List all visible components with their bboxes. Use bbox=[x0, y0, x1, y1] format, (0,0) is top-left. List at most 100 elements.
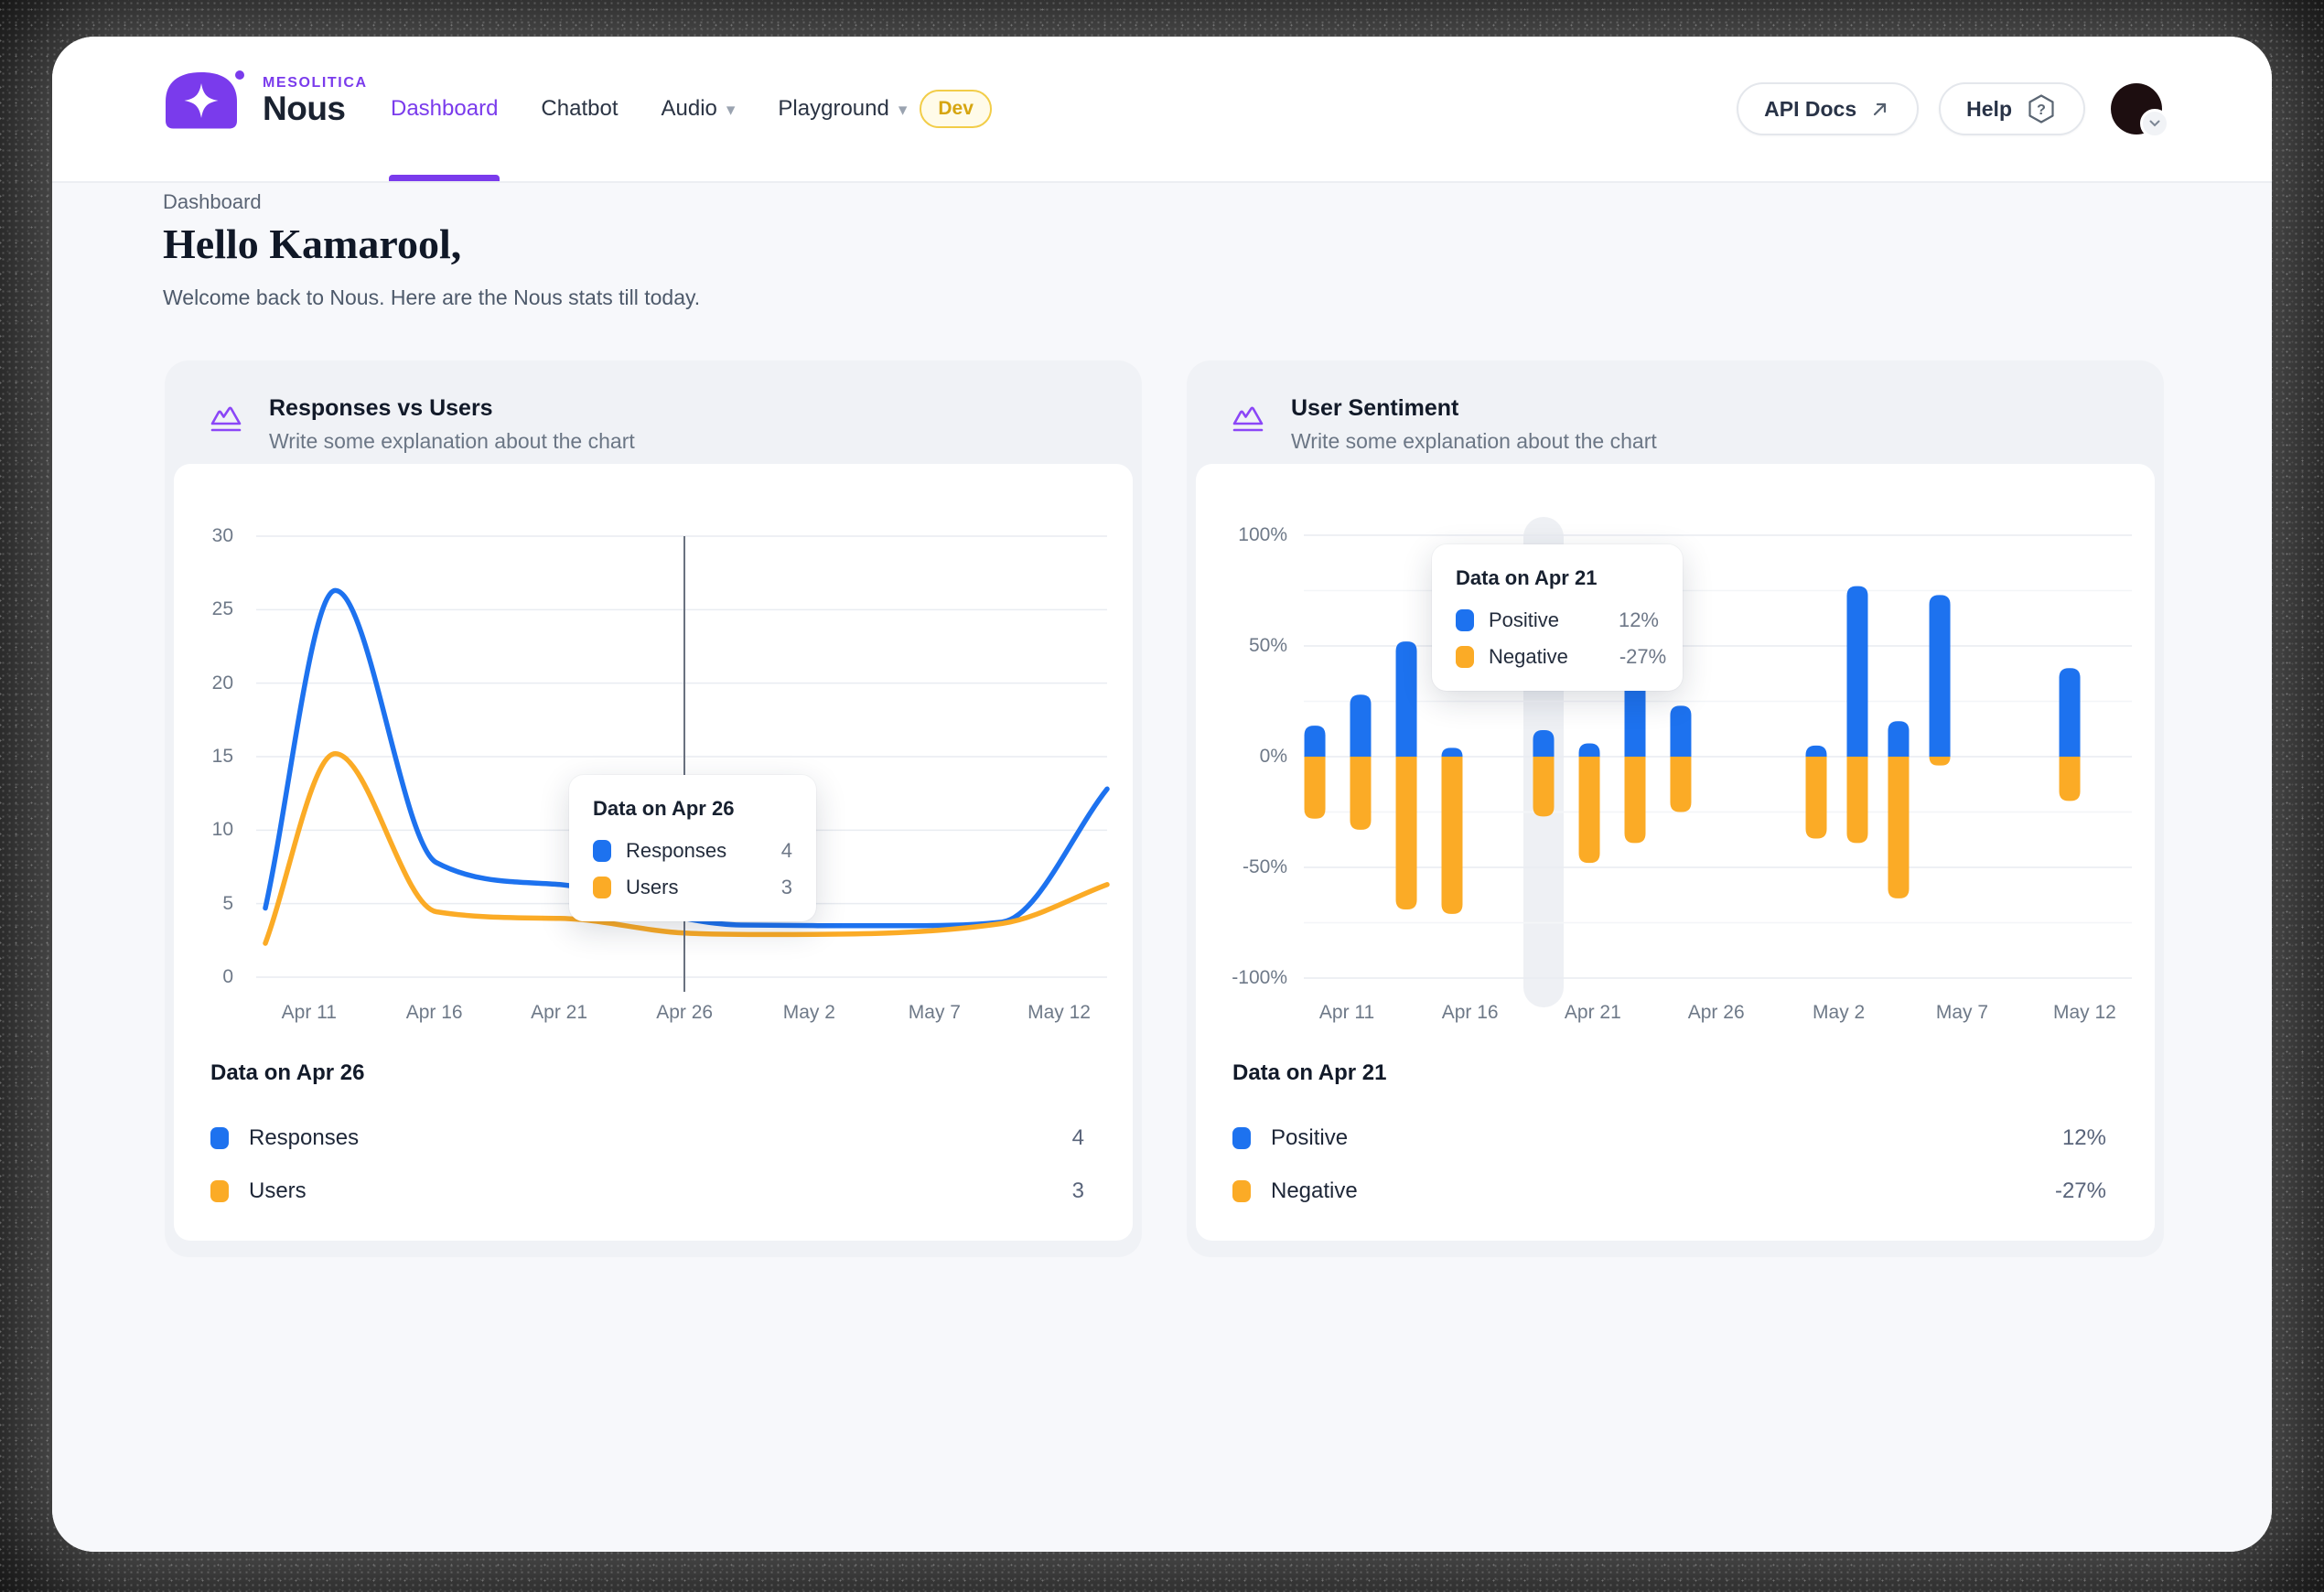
bar-chart-tooltip: Data on Apr 21 Positive 12% Negative -27… bbox=[1432, 544, 1683, 691]
tooltip-row: Responses 4 bbox=[593, 839, 792, 863]
users-legend-swatch bbox=[593, 877, 611, 898]
nous-logo-icon bbox=[166, 70, 244, 129]
responses-legend-swatch bbox=[593, 840, 611, 862]
positive-legend-swatch bbox=[1232, 1127, 1251, 1149]
legend-label: Negative bbox=[1271, 1178, 1358, 1203]
users-legend-swatch bbox=[210, 1180, 229, 1202]
x-tick-label: Apr 26 bbox=[656, 1002, 714, 1023]
tooltip-series-value: 4 bbox=[780, 839, 792, 862]
nav-tab-audio[interactable]: Audio ▾ bbox=[661, 37, 735, 181]
tooltip-row: Users 3 bbox=[593, 876, 792, 899]
brand-product-name: Nous bbox=[263, 89, 346, 127]
legend-value: -27% bbox=[2054, 1178, 2106, 1203]
user-avatar[interactable] bbox=[2111, 83, 2169, 138]
nav-tab-label: Playground bbox=[778, 96, 889, 121]
brand-company-name: MESOLITICA bbox=[263, 74, 368, 91]
legend-value: 3 bbox=[1071, 1178, 1084, 1203]
nav-tab-playground[interactable]: Playground ▾ Dev bbox=[778, 37, 992, 181]
nav-tab-label: Dashboard bbox=[391, 96, 499, 121]
y-tick-label: -50% bbox=[1242, 856, 1287, 877]
y-tick-label: 50% bbox=[1248, 635, 1287, 656]
chevron-down-icon: ▾ bbox=[898, 100, 908, 120]
tooltip-series-label: Positive bbox=[1489, 608, 1560, 631]
bar-negative bbox=[1846, 757, 1868, 844]
tooltip-title: Data on Apr 26 bbox=[593, 797, 735, 820]
chart-title: User Sentiment bbox=[1291, 395, 1459, 421]
line-chart-panel[interactable]: Data on Apr 26 Responses 4 Users 3 Data … bbox=[174, 464, 1133, 1241]
y-tick-label: 30 bbox=[211, 525, 233, 546]
bar-positive bbox=[1929, 595, 1951, 757]
page-subtitle: Welcome back to Nous. Here are the Nous … bbox=[163, 285, 701, 309]
external-link-icon bbox=[1874, 102, 1887, 116]
bar-positive bbox=[1395, 641, 1417, 757]
y-tick-label: 0% bbox=[1259, 746, 1287, 767]
x-tick-label: Apr 16 bbox=[1441, 1002, 1499, 1023]
bar-negative bbox=[2059, 757, 2081, 801]
legend-row-negative: Negative -27% bbox=[1232, 1165, 2106, 1218]
tooltip-title: Data on Apr 21 bbox=[1456, 566, 1598, 589]
bar-positive bbox=[2059, 668, 2081, 757]
legend-row-positive: Positive 12% bbox=[1232, 1112, 2106, 1165]
dashboard-content: Dashboard Hello Kamarool, Welcome back t… bbox=[52, 183, 2272, 1552]
y-tick-label: 15 bbox=[211, 746, 233, 767]
legend-label: Users bbox=[249, 1178, 307, 1203]
negative-legend-swatch bbox=[1456, 646, 1474, 668]
tooltip-series-value: 12% bbox=[1618, 608, 1659, 631]
chevron-down-icon: ▾ bbox=[726, 100, 736, 120]
help-label: Help bbox=[1966, 96, 2012, 121]
api-docs-label: API Docs bbox=[1764, 96, 1857, 121]
top-navigation-bar: MESOLITICA Nous Dashboard Chatbot Audio … bbox=[52, 37, 2272, 183]
nav-tab-label: Chatbot bbox=[541, 96, 619, 121]
legend-row-responses: Responses 4 bbox=[210, 1112, 1084, 1165]
responses-legend-swatch bbox=[210, 1127, 229, 1149]
help-button[interactable]: Help ? bbox=[1939, 82, 2085, 135]
bar-negative bbox=[1624, 757, 1646, 844]
bar-positive bbox=[1624, 672, 1646, 757]
tooltip-series-label: Responses bbox=[626, 839, 727, 862]
brand-logo[interactable]: MESOLITICA Nous bbox=[160, 68, 368, 134]
bar-negative bbox=[1929, 757, 1951, 766]
y-tick-label: 20 bbox=[211, 672, 233, 694]
positive-legend-swatch bbox=[1456, 609, 1474, 631]
chart-summary-legend: Data on Apr 26 Responses 4 Users 3 bbox=[210, 1060, 1084, 1218]
x-tick-label: May 7 bbox=[908, 1002, 961, 1023]
tooltip-series-value: -27% bbox=[1619, 645, 1667, 668]
dev-badge: Dev bbox=[920, 90, 992, 128]
bar-positive bbox=[1846, 586, 1868, 757]
bar-negative bbox=[1670, 757, 1692, 812]
x-tick-label: May 2 bbox=[1813, 1002, 1866, 1023]
x-tick-label: May 12 bbox=[2052, 1002, 2116, 1023]
legend-row-users: Users 3 bbox=[210, 1165, 1084, 1218]
nav-tab-label: Audio bbox=[661, 96, 717, 121]
x-tick-label: Apr 26 bbox=[1687, 1002, 1745, 1023]
bar-negative bbox=[1888, 757, 1910, 898]
legend-label: Responses bbox=[249, 1125, 360, 1150]
legend-value: 4 bbox=[1071, 1125, 1084, 1150]
bar-negative bbox=[1533, 757, 1555, 817]
chart-cursor-line bbox=[683, 536, 686, 992]
y-tick-label: 0 bbox=[222, 966, 233, 987]
bar-chart-panel[interactable]: Data on Apr 21 Positive 12% Negative -27… bbox=[1196, 464, 2155, 1241]
api-docs-button[interactable]: API Docs bbox=[1737, 82, 1920, 135]
tooltip-series-label: Users bbox=[626, 876, 679, 898]
x-tick-label: May 12 bbox=[1028, 1002, 1091, 1023]
bar-positive bbox=[1888, 721, 1910, 757]
x-tick-label: Apr 21 bbox=[1564, 1002, 1621, 1023]
help-question-icon: ? bbox=[2028, 94, 2054, 124]
nav-tab-dashboard[interactable]: Dashboard bbox=[388, 37, 500, 181]
responses-vs-users-card: Responses vs Users Write some explanatio… bbox=[165, 360, 1142, 1257]
bar-positive bbox=[1350, 694, 1372, 757]
avatar-chevron-down-icon bbox=[2140, 109, 2169, 138]
tooltip-series-label: Negative bbox=[1489, 645, 1568, 668]
bar-negative bbox=[1805, 757, 1827, 839]
bar-negative bbox=[1395, 757, 1417, 909]
nav-tab-chatbot[interactable]: Chatbot bbox=[541, 37, 618, 181]
tooltip-row: Positive 12% bbox=[1456, 608, 1659, 632]
y-tick-label: 5 bbox=[222, 892, 233, 914]
chart-title: Responses vs Users bbox=[269, 395, 493, 421]
bar-negative bbox=[1350, 757, 1372, 830]
bar-positive bbox=[1805, 745, 1827, 757]
page-title: Hello Kamarool, bbox=[163, 221, 462, 267]
main-nav: Dashboard Chatbot Audio ▾ Playground ▾ D… bbox=[388, 37, 992, 181]
chart-subtitle: Write some explanation about the chart bbox=[1291, 429, 1657, 453]
